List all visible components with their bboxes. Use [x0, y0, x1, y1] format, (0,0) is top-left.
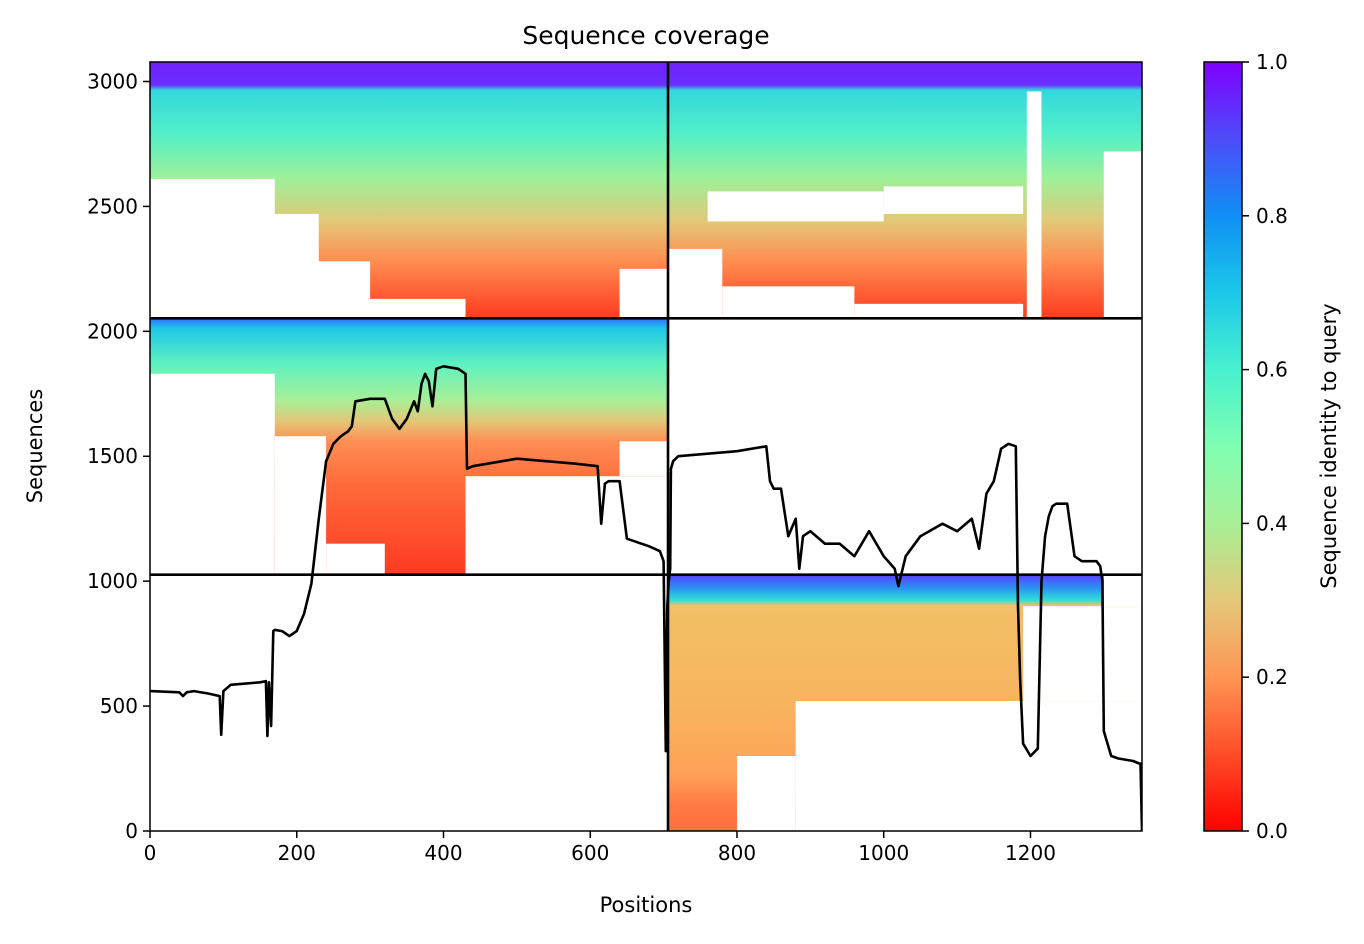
coverage-gaps: [150, 91, 1142, 831]
coverage-gap-17: [465, 476, 669, 575]
coverage-gap-14: [150, 373, 275, 575]
colorbar-ticks: 0.0 0.2 0.4 0.6 0.8 1.0: [1242, 50, 1288, 843]
colorbar: [1204, 62, 1242, 831]
y-tick-label: 1000: [87, 569, 138, 593]
y-tick-label: 1500: [87, 444, 138, 468]
x-axis: 0 200 400 600 800 1000 1200: [144, 831, 1056, 865]
chain-boundaries: [150, 62, 1142, 831]
coverage-gap-6: [668, 248, 723, 319]
coverage-gap-10: [707, 191, 884, 222]
colorbar-frame: [1203, 61, 1243, 832]
coverage-gap-22: [1103, 574, 1142, 607]
coverage-line: [150, 364, 1142, 831]
x-tick-label: 0: [144, 841, 157, 865]
coverage-gap-20: [736, 756, 796, 831]
coverage-gap-4: [150, 298, 466, 319]
x-tick-label: 800: [718, 841, 756, 865]
coverage-gap-16: [326, 543, 385, 575]
coverage-gap-12: [1026, 91, 1042, 319]
coverage-gap-18: [619, 441, 669, 477]
y-tick-label: 2500: [87, 194, 138, 218]
coverage-gap-13: [1103, 151, 1142, 272]
x-tick-label: 600: [571, 841, 609, 865]
colorbar-label: Sequence identity to query: [1317, 303, 1341, 588]
colorbar-tick-label: 0.2: [1256, 665, 1288, 689]
coverage-gap-7: [722, 286, 855, 319]
colorbar-tick-label: 1.0: [1256, 50, 1288, 74]
y-tick-label: 0: [125, 819, 138, 843]
chart-title: Sequence coverage: [522, 21, 769, 50]
colorbar-tick-label: 0.4: [1256, 511, 1288, 535]
coverage-gap-21: [1023, 606, 1142, 702]
coverage-gap-11: [883, 186, 1024, 214]
x-axis-label: Positions: [600, 893, 693, 917]
coverage-gap-15: [274, 436, 327, 575]
coverage-gap-8: [854, 303, 1024, 319]
colorbar-tick-label: 0.0: [1256, 819, 1288, 843]
y-tick-label: 2000: [87, 319, 138, 343]
plot-frame: [149, 61, 1143, 832]
colorbar-tick-label: 0.8: [1256, 204, 1288, 228]
x-tick-label: 1000: [858, 841, 909, 865]
coverage-gap-19: [795, 701, 1142, 831]
y-tick-label: 3000: [87, 69, 138, 93]
y-axis-label: Sequences: [23, 389, 47, 504]
y-tick-label: 500: [100, 694, 138, 718]
colorbar-tick-label: 0.6: [1256, 358, 1288, 382]
x-tick-label: 400: [424, 841, 462, 865]
x-tick-label: 200: [278, 841, 316, 865]
y-axis: 0 500 1000 1500 2000 2500 3000: [87, 69, 150, 843]
x-tick-label: 1200: [1005, 841, 1056, 865]
coverage-gap-5: [619, 268, 669, 319]
plot-area: [150, 62, 1142, 831]
